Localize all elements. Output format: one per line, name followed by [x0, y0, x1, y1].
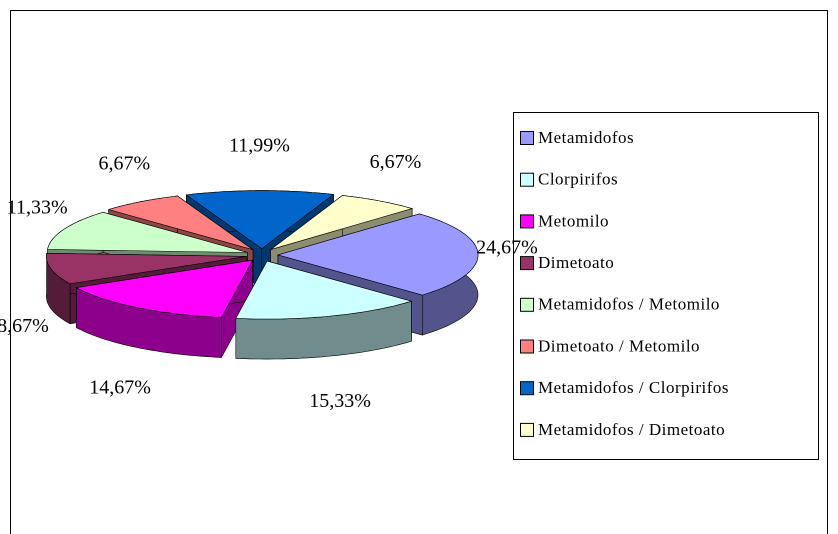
- legend-swatch: [520, 256, 534, 271]
- slice: [75, 259, 254, 358]
- legend-label: Clorpirifos: [538, 170, 618, 189]
- legend-label: Metamidofos / Clorpirifos: [538, 378, 729, 397]
- legend-swatch: [520, 381, 534, 396]
- legend-label: Dimetoato / Metomilo: [538, 336, 700, 355]
- slice-top: [46, 252, 247, 285]
- legend-box: [513, 112, 819, 460]
- slice-top: [107, 195, 254, 250]
- data-label: 15,33%: [309, 390, 371, 412]
- slice-top: [75, 259, 254, 318]
- data-label: 24,67%: [476, 237, 538, 259]
- slice-top: [276, 213, 479, 296]
- legend-swatch: [520, 131, 534, 145]
- legend-label: Dimetoato: [538, 253, 614, 272]
- legend-swatch: [520, 422, 534, 437]
- data-label: 14,67%: [89, 377, 151, 399]
- legend-label: Metamidofos / Dimetoato: [538, 420, 725, 439]
- slice-top: [235, 260, 413, 320]
- slice-top: [185, 190, 335, 249]
- data-label: 6,67%: [370, 151, 422, 173]
- data-label: 11,33%: [7, 197, 68, 219]
- data-label: 6,67%: [99, 152, 151, 174]
- legend-label: Metamidofos: [538, 128, 634, 147]
- legend-swatch: [520, 172, 534, 187]
- slice-top: [47, 211, 248, 253]
- data-label: 8,67%: [0, 315, 49, 337]
- legend-label: Metomilo: [538, 211, 609, 230]
- slice-top: [270, 195, 414, 250]
- legend-label: Metamidofos / Metomilo: [538, 295, 720, 314]
- legend-swatch: [520, 339, 534, 354]
- data-label: 11,99%: [229, 135, 290, 157]
- legend-swatch: [520, 214, 534, 229]
- slice: [235, 260, 413, 360]
- legend-swatch: [520, 297, 534, 312]
